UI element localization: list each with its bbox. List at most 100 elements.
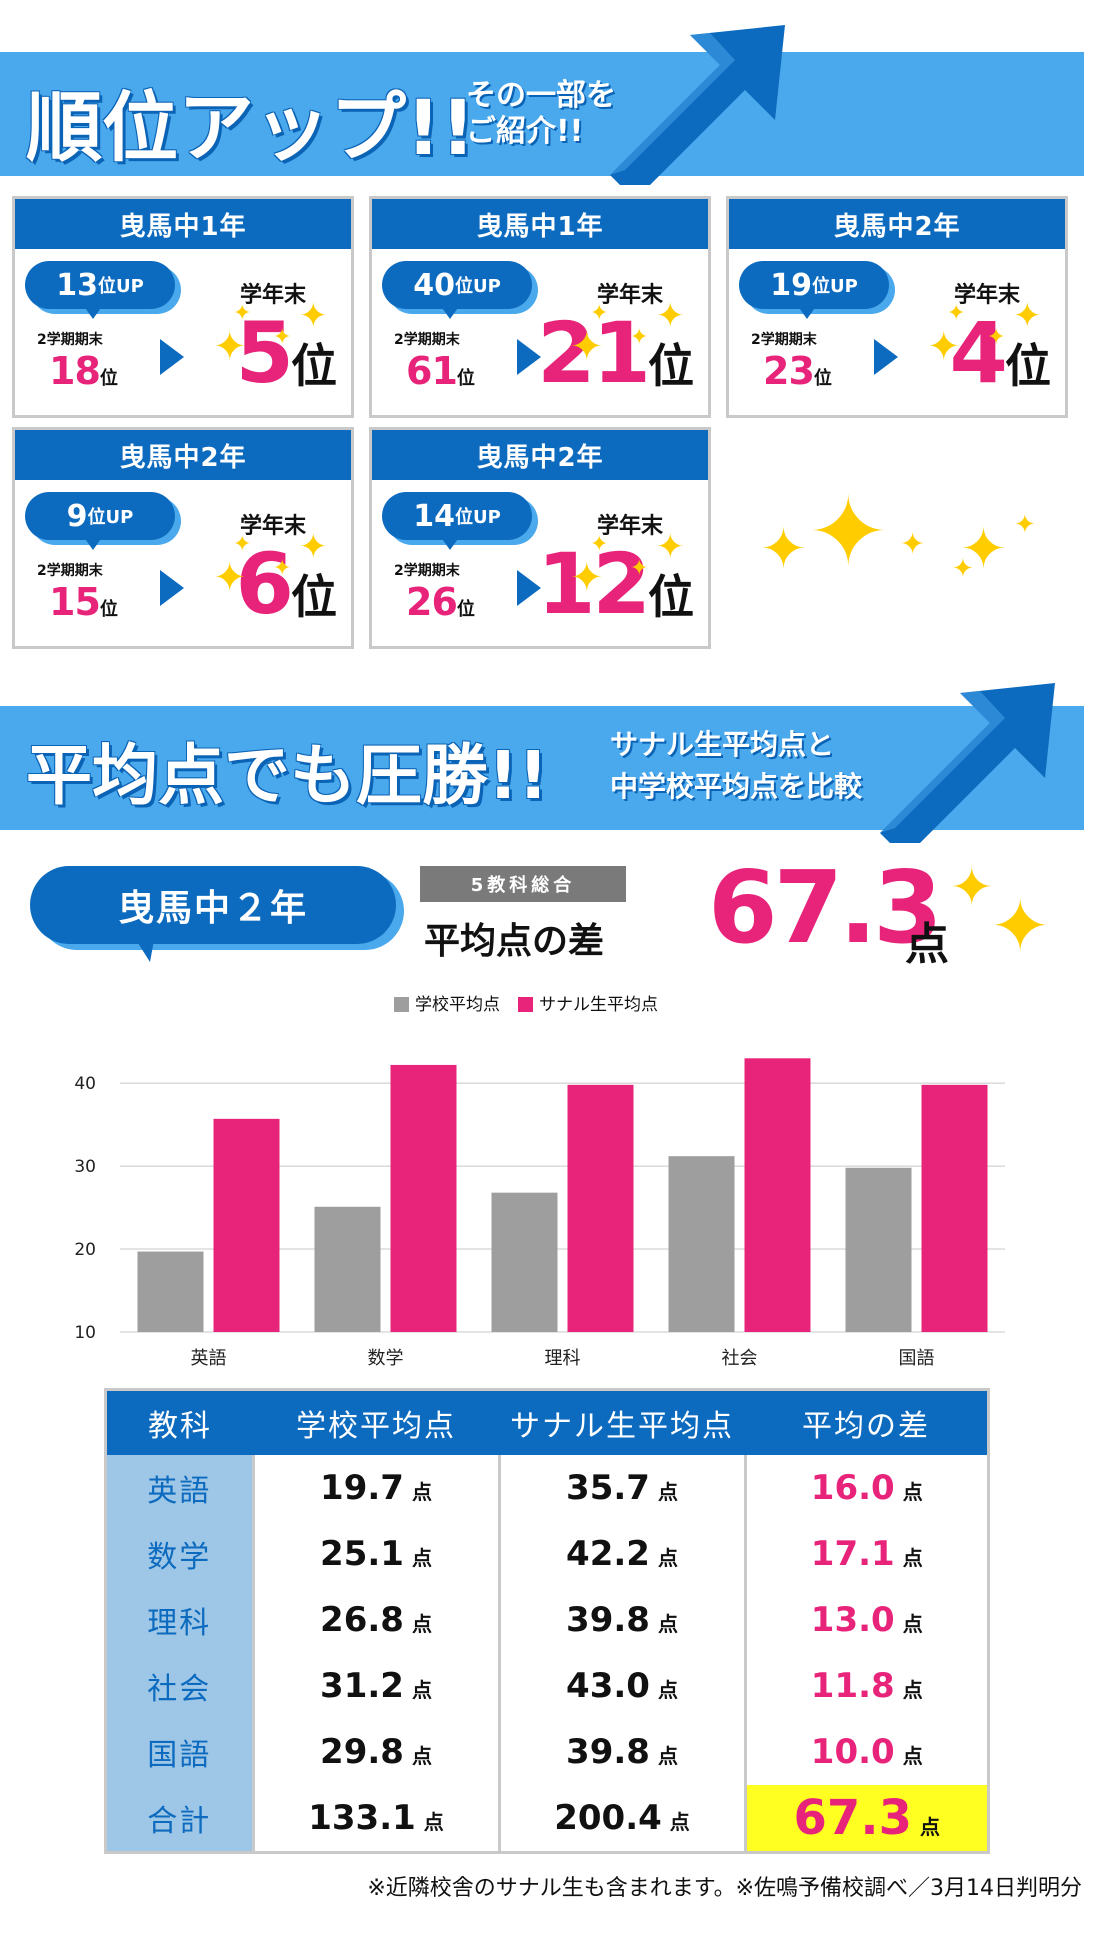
rank-card: 曳馬中1年 13 位UP 2学期期末 18位 学年末 5位 ✦ ✦ ✦ ✦ [12,196,354,418]
bubble-tail [83,305,103,319]
cell-value: 39.8 [566,1600,650,1640]
card-school: 曳馬中1年 [15,199,351,249]
cell-value: 39.8 [566,1732,650,1772]
sparkle-icon: ✦ [927,324,961,370]
before-rank-unit: 位 [456,599,475,620]
diff-cell: 17.1 点 [743,1521,989,1587]
table-header-cell: 学校平均点 [253,1389,499,1455]
school-avg-cell: 29.8 点 [251,1719,499,1785]
diff-cell: 11.8 点 [743,1653,989,1719]
school-avg-cell: 31.2 点 [251,1653,499,1719]
legend-item-school: 学校平均点 [394,990,500,1015]
cell-value: 11.8 [810,1666,895,1706]
y-tick-label: 20 [74,1240,96,1260]
sparkle-icon: ✦ [808,476,889,588]
cell-value: 25.1 [320,1534,404,1574]
rank-up-badge: 9 位UP [25,492,175,550]
cell-value: 42.2 [566,1534,650,1574]
rank-up-unit: 位UP [454,276,501,297]
sparkle-icon: ✦ [760,517,807,582]
sparkle-icon: ✦ [299,296,328,336]
chart-legend: 学校平均点 サナル生平均点 [394,990,658,1015]
table-row: 合計 133.1 点 200.4 点 67.3 点 [105,1785,989,1853]
play-arrow-icon [517,339,541,375]
sparkle-icon: ✦ [273,325,292,350]
before-rank: 61位 [406,349,475,393]
after-rank-value: 4 [949,304,1008,402]
after-rank-unit: 位 [291,339,337,393]
legend-swatch [518,997,533,1012]
card-school: 曳馬中2年 [729,199,1065,249]
sparkle-icon: ✦ [960,517,1007,582]
before-rank: 18位 [49,349,118,393]
sparkle-icon: ✦ [656,296,685,336]
school-avg-cell: 19.7 点 [251,1455,499,1521]
bubble-tail [136,940,154,962]
rank-up-unit: 位UP [87,507,134,528]
cell-unit: 点 [657,1546,678,1570]
before-rank-unit: 位 [99,368,118,389]
sanaru-avg-cell: 35.7 点 [497,1455,745,1521]
bar-school [845,1167,912,1332]
diff-cell: 13.0 点 [743,1587,989,1653]
bubble-tail [797,305,817,319]
subject-cell: 合計 [105,1785,253,1853]
play-arrow-icon [517,570,541,606]
cell-value: 31.2 [320,1666,404,1706]
subject-cell: 国語 [105,1719,253,1785]
bubble-tail [440,536,460,550]
legend-item-sanaru: サナル生平均点 [518,990,658,1015]
subject-cell: 数学 [105,1521,253,1587]
before-rank-unit: 位 [813,368,832,389]
after-rank: 5位 [236,311,337,395]
school-avg-cell: 26.8 点 [251,1587,499,1653]
sparkle-icon: ✦ [952,554,974,584]
after-rank: 12位 [537,542,694,626]
cell-unit: 点 [657,1678,678,1702]
rank-up-badge: 40 位UP [382,261,532,319]
after-rank-value: 5 [235,304,294,402]
bar-sanaru [213,1118,280,1332]
y-tick-label: 40 [74,1074,96,1094]
diff-cell: 67.3 点 [743,1785,989,1853]
x-tick-label: 数学 [368,1348,404,1369]
cell-unit: 点 [423,1810,444,1834]
bar-school [314,1206,381,1332]
final-label: 学年末 [240,283,307,308]
term-label: 2学期期末 [394,332,460,348]
before-rank-value: 23 [763,349,815,393]
term-label: 2学期期末 [751,332,817,348]
banner-subtitle-2: 中学校平均点を比較 [610,770,863,803]
final-label: 学年末 [597,514,664,539]
x-tick-label: 国語 [899,1348,935,1369]
diff-cell: 16.0 点 [743,1455,989,1521]
after-rank: 6位 [236,542,337,626]
banner-subtitle-1: サナル生平均点と [610,728,835,761]
cell-unit: 点 [411,1678,432,1702]
bubble-tail [440,305,460,319]
cell-unit: 点 [902,1480,923,1504]
rank-up-value: 40 [413,267,455,303]
final-label: 学年末 [240,514,307,539]
before-rank: 26位 [406,580,475,624]
bar-sanaru [390,1064,457,1332]
diff-value: 67.3 [708,849,943,966]
cell-unit: 点 [902,1546,923,1570]
after-rank-value: 21 [537,304,651,402]
rank-up-value: 19 [770,267,812,303]
cell-unit: 点 [902,1744,923,1768]
rank-card: 曳馬中2年 19 位UP 2学期期末 23位 学年末 4位 ✦ ✦ ✦ ✦ [726,196,1068,418]
rank-up-value: 13 [56,267,98,303]
before-rank-value: 18 [49,349,101,393]
legend-label: 学校平均点 [415,995,500,1015]
after-rank: 4位 [950,311,1051,395]
cell-unit: 点 [657,1612,678,1636]
before-rank: 23位 [763,349,832,393]
rank-up-value: 14 [413,498,455,534]
cell-value: 29.8 [320,1732,404,1772]
after-rank-unit: 位 [1005,339,1051,393]
cell-value: 43.0 [566,1666,650,1706]
after-rank-unit: 位 [291,570,337,624]
cell-unit: 点 [411,1546,432,1570]
school-badge: 曳馬中２年 [30,866,396,962]
